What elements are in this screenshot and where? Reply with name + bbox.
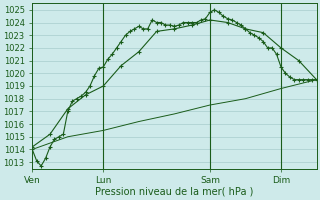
X-axis label: Pression niveau de la mer( hPa ): Pression niveau de la mer( hPa ) [95,187,253,197]
